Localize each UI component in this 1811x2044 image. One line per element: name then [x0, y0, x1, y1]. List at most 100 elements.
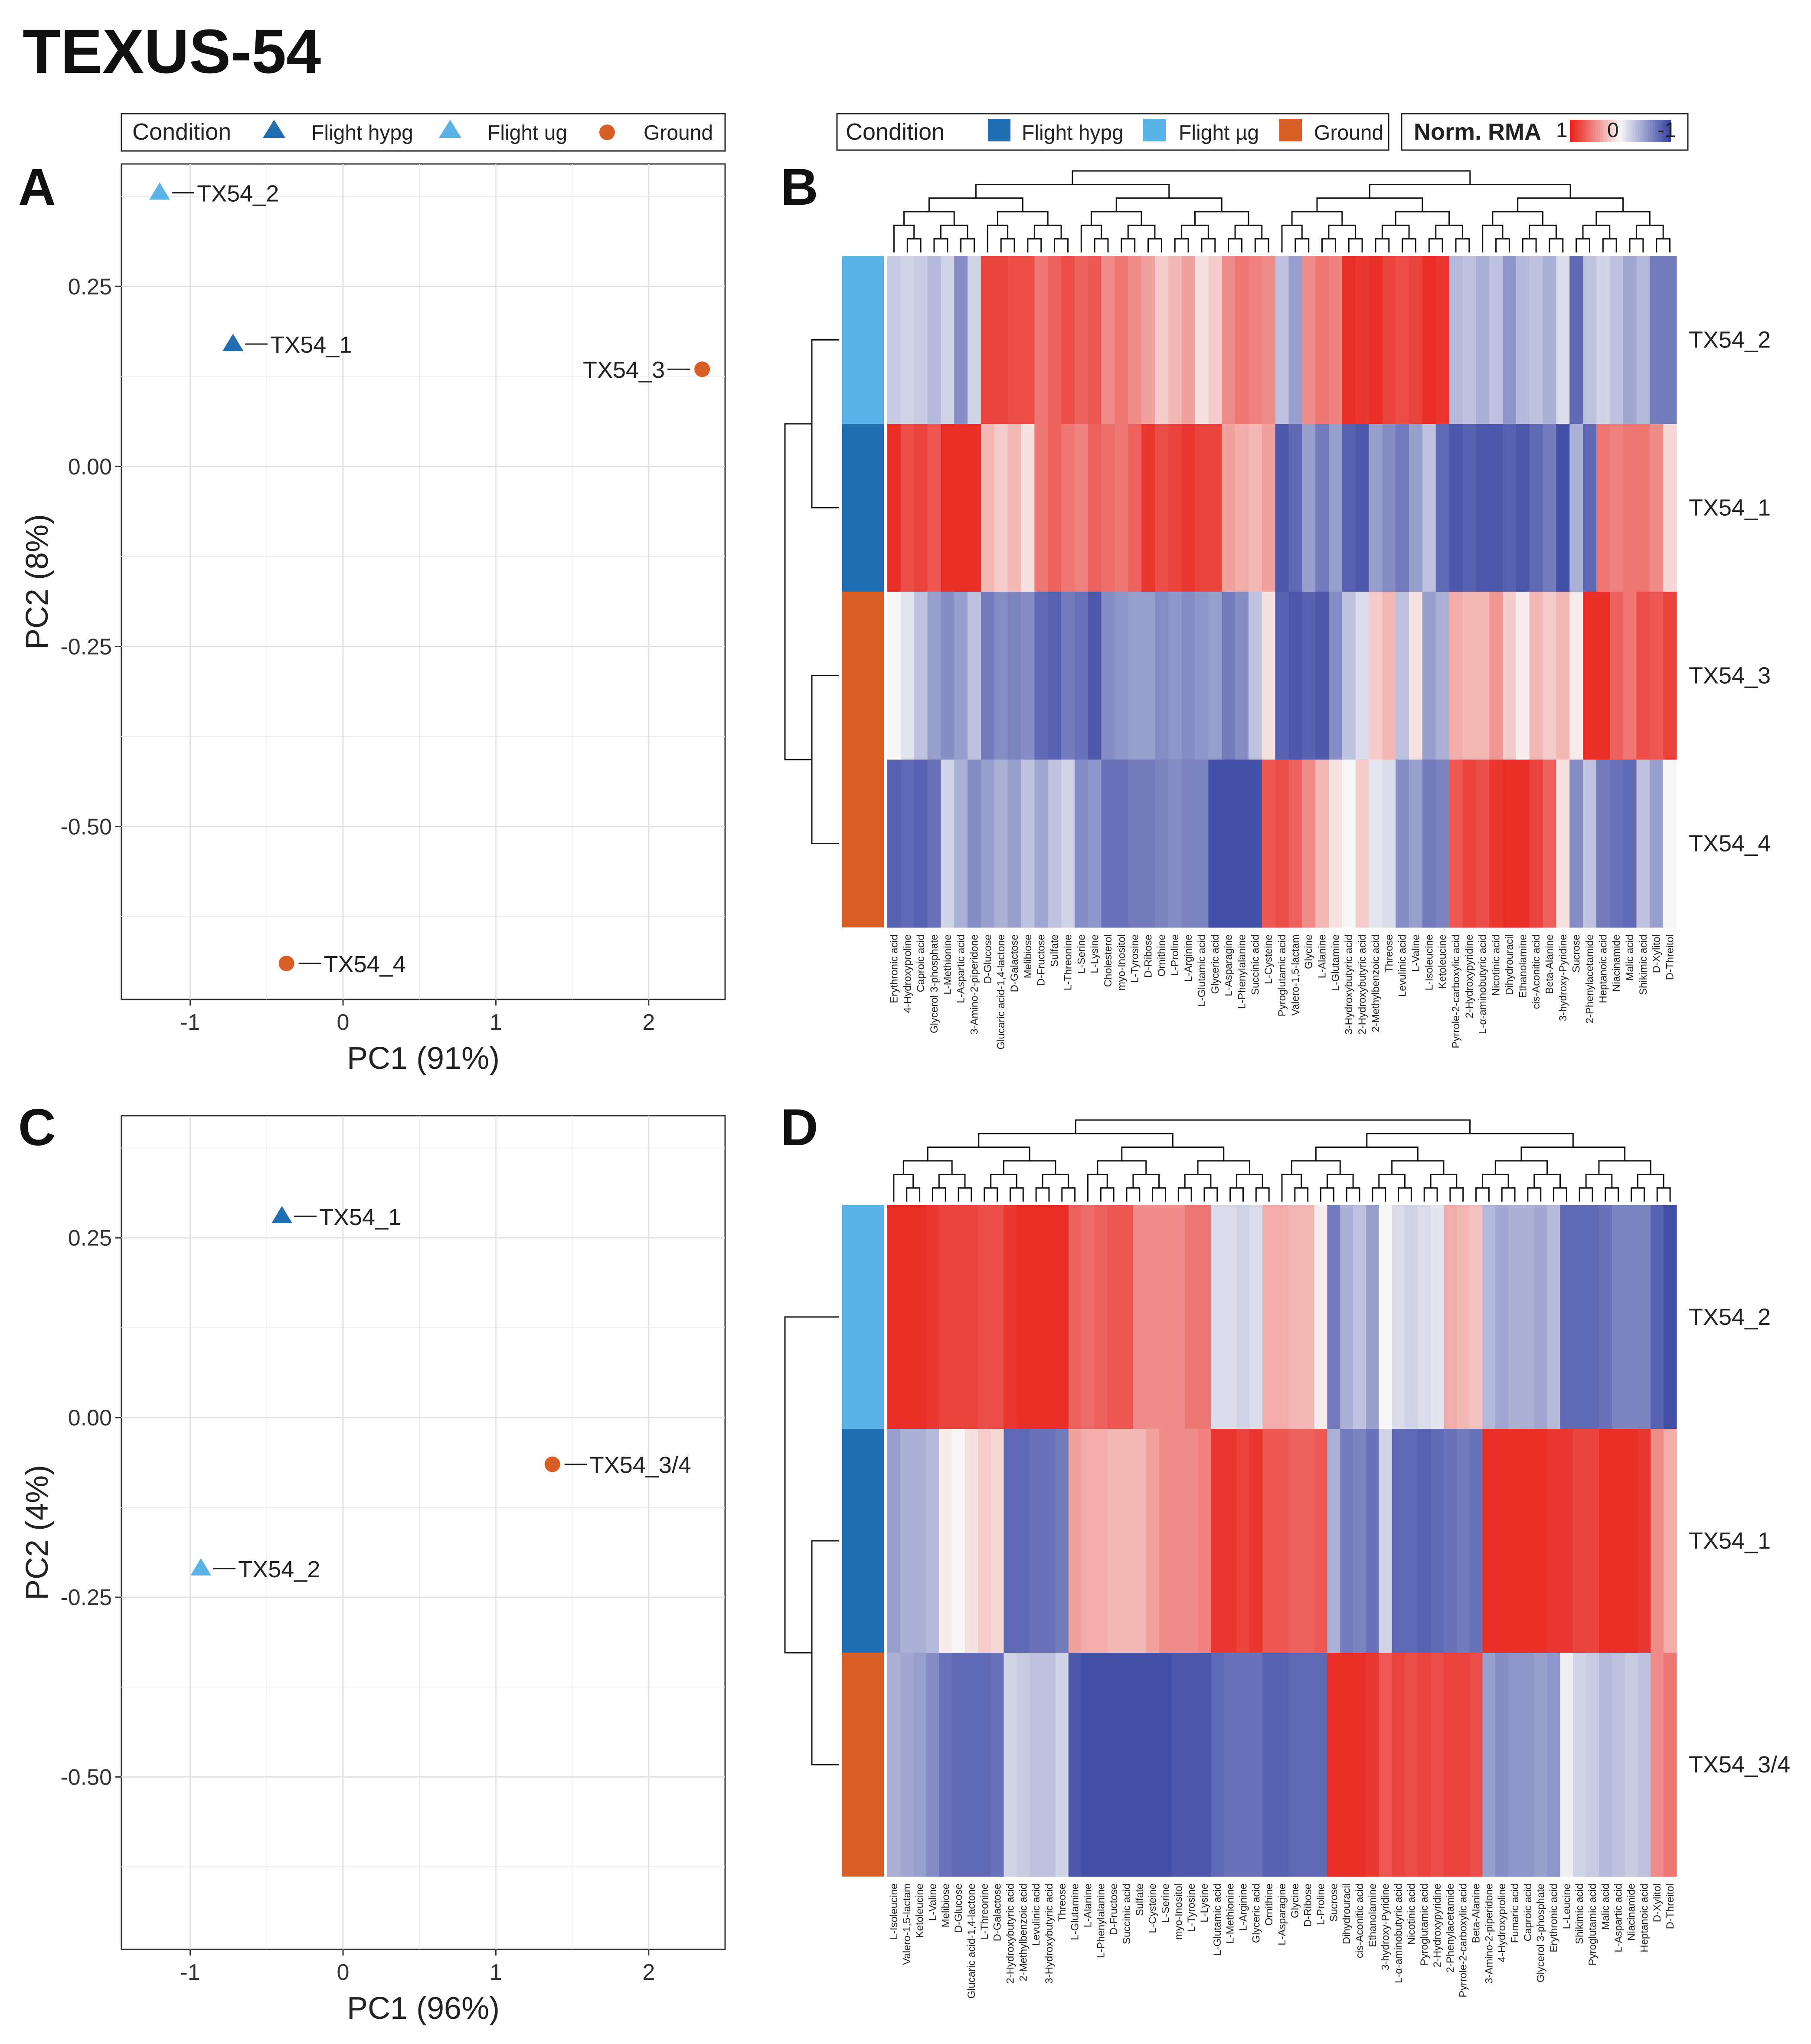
- column-label: 3-Hydroxybutyric acid: [1343, 934, 1355, 1035]
- heatmap-cell: [887, 256, 901, 424]
- column-dendrogram-branch: [1435, 224, 1463, 239]
- heatmap-cell: [1664, 1429, 1677, 1653]
- column-dendrogram-branch: [1090, 211, 1142, 226]
- heatmap-cell: [1636, 592, 1650, 760]
- column-dendrogram-branch: [1033, 224, 1062, 239]
- column-dendrogram-branch: [1094, 238, 1109, 252]
- heatmap-cell: [1198, 1653, 1211, 1877]
- heatmap-cell: [1482, 1653, 1496, 1877]
- column-label: L-Alanine: [1317, 934, 1328, 978]
- heatmap-cell: [1379, 1205, 1393, 1429]
- column-dendrogram-branch: [928, 197, 1023, 212]
- heatmap-cell: [1288, 760, 1302, 928]
- heatmap-cell: [1392, 1205, 1406, 1429]
- column-label: L-Phenylalanine: [1095, 1883, 1107, 1958]
- heatmap-cell: [1328, 592, 1343, 760]
- column-label: Cholesterol: [1102, 934, 1114, 987]
- column-dendrogram-branch: [1398, 1187, 1412, 1202]
- heatmap-cell: [1223, 1429, 1237, 1653]
- heatmap-cell: [1609, 592, 1624, 760]
- heatmap-cell: [1516, 256, 1530, 424]
- heatmap-cell: [1034, 256, 1048, 424]
- heatmap-cell: [990, 1653, 1004, 1877]
- column-label: L-Serine: [1075, 934, 1087, 974]
- heatmap-cell: [900, 256, 915, 424]
- heatmap-cell: [1181, 424, 1196, 592]
- heatmap-cell: [1573, 1205, 1586, 1429]
- heatmap-cell: [1516, 592, 1530, 760]
- heatmap-cell: [1328, 760, 1343, 928]
- heatmap-cell: [1612, 1429, 1625, 1653]
- scale-swatch: [1640, 120, 1644, 142]
- heatmap-cell: [1328, 256, 1343, 424]
- heatmap-cell: [1431, 1653, 1444, 1877]
- heatmap-cell: [1048, 424, 1062, 592]
- column-label: L-Proline: [1169, 934, 1181, 976]
- heatmap-cell: [1007, 256, 1022, 424]
- column-label: Sucrose: [1328, 1883, 1340, 1922]
- heatmap-cell: [1422, 592, 1436, 760]
- column-label: L-Isoleucine: [888, 1883, 900, 1939]
- heatmap-b: TX54_2 TX54_1 TX54_3 TX54_4 Erythronic acid 4…: [784, 170, 1771, 1049]
- heatmap-cell: [1612, 1653, 1625, 1877]
- column-dendrogram-branch: [1482, 224, 1504, 252]
- column-dendrogram-branch: [1369, 183, 1571, 198]
- row-annotation-bar: [842, 1653, 884, 1877]
- column-label: 2-Phenylacetamide: [1445, 1883, 1456, 1972]
- column-label: Ketoleucine: [914, 1883, 926, 1938]
- heatmap-cell: [1107, 1653, 1121, 1877]
- column-label: Pyroglutamic acid: [1587, 1883, 1599, 1965]
- heatmap-cell: [1650, 592, 1664, 760]
- heatmap-cell: [1222, 592, 1236, 760]
- column-dendrogram-branch: [1576, 238, 1590, 252]
- column-dendrogram-branch: [1366, 1133, 1574, 1147]
- heatmap-cell: [1396, 592, 1409, 760]
- column-dendrogram-branch: [1061, 1187, 1076, 1202]
- heatmap-cell: [1508, 1429, 1522, 1653]
- scale-swatch: [1570, 120, 1573, 142]
- column-dendrogram-branch: [1027, 238, 1042, 252]
- heatmap-cell: [1128, 424, 1142, 592]
- data-point: [271, 1205, 293, 1223]
- heatmap-cell: [1469, 1205, 1483, 1429]
- y-tick-label: -0.25: [60, 1585, 112, 1610]
- column-label: L-α-aminobutyric acid: [1393, 1883, 1405, 1983]
- column-label: cis-Aconitic acid: [1354, 1883, 1366, 1958]
- column-label: Erythronic acid: [1548, 1883, 1560, 1952]
- heatmap-cell: [1223, 1205, 1237, 1429]
- heatmap-cell: [1141, 256, 1155, 424]
- point-label: TX54_2: [197, 180, 279, 206]
- heatmap-cell: [1409, 424, 1423, 592]
- heatmap-cell: [1275, 760, 1289, 928]
- x-tick-label: 2: [642, 1960, 655, 1985]
- column-label: D-Threitol: [1664, 1883, 1676, 1929]
- point-label: TX54_4: [324, 951, 406, 977]
- column-label: Ethanolamine: [1517, 934, 1529, 998]
- x-tick-label: 1: [490, 1010, 502, 1035]
- column-label: 3-Amino-2-piperidone: [969, 934, 981, 1035]
- column-dendrogram-branch: [1072, 170, 1471, 185]
- column-label: Threose: [1056, 1883, 1068, 1922]
- heatmap-cell: [1625, 1205, 1638, 1429]
- heatmap-cell: [1596, 760, 1610, 928]
- heatmap-cell: [1141, 592, 1155, 760]
- heatmap-cell: [1489, 592, 1503, 760]
- heatmap-cell: [1315, 592, 1329, 760]
- column-label: Glycerol 3-phosphate: [1535, 1883, 1547, 1982]
- heatmap-cell: [1007, 592, 1022, 760]
- heatmap-cell: [1609, 760, 1624, 928]
- heatmap-cell: [1556, 760, 1570, 928]
- heatmap-cell: [1638, 1429, 1651, 1653]
- heatmap-cell: [1476, 592, 1490, 760]
- heatmap-cell: [1502, 592, 1517, 760]
- heatmap-cell: [1074, 256, 1089, 424]
- column-dendrogram-branch: [1054, 238, 1069, 252]
- heatmap-cell: [1235, 760, 1249, 928]
- scale-swatch: [1620, 120, 1623, 142]
- heatmap-cell: [1664, 1653, 1677, 1877]
- column-label: Beta-Alanine: [1471, 1883, 1482, 1943]
- column-dendrogram-branch: [1517, 197, 1624, 212]
- scale-swatch: [1633, 120, 1636, 142]
- column-label: L-Valine: [927, 1883, 938, 1921]
- triangle-icon: [263, 120, 285, 138]
